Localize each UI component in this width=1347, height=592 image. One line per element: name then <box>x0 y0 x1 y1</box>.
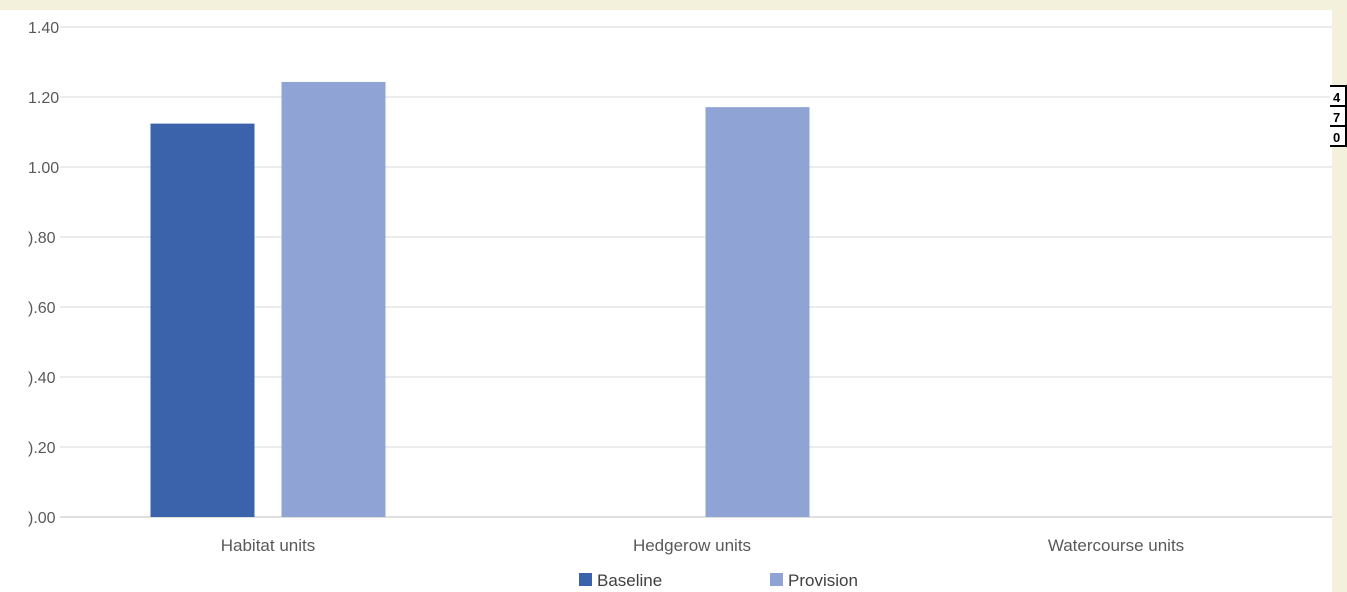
chart-panel: ).00 ).20 ).40 ).60 ).80 1.00 1.20 1.40 Habitat … <box>0 10 1332 592</box>
legend-label: Baseline <box>597 571 662 590</box>
bar-provision <box>705 107 810 518</box>
x-category-label: Watercourse units <box>1048 536 1184 555</box>
legend-label: Provision <box>788 571 858 590</box>
y-tick-label: ).40 <box>28 370 56 387</box>
x-category-label: Habitat units <box>221 536 316 555</box>
y-tick-label: ).60 <box>28 300 56 317</box>
y-tick-label: ).80 <box>28 230 56 247</box>
side-cell-3: 0 <box>1330 125 1347 147</box>
x-category-label: Hedgerow units <box>633 536 751 555</box>
bar-chart: ).00 ).20 ).40 ).60 ).80 1.00 1.20 1.40 Habitat … <box>28 20 1332 590</box>
legend-swatch-provision <box>770 573 783 586</box>
y-tick-label: 1.40 <box>28 20 59 37</box>
y-tick-label: ).20 <box>28 440 56 457</box>
side-cell-1: 4 <box>1330 85 1347 107</box>
bar-provision <box>281 81 386 517</box>
bar-baseline <box>150 123 255 517</box>
side-cell-2: 7 <box>1330 105 1347 127</box>
y-tick-label: 1.00 <box>28 160 59 177</box>
legend-swatch-baseline <box>579 573 592 586</box>
y-tick-label: 1.20 <box>28 90 59 107</box>
y-tick-label: ).00 <box>28 510 56 527</box>
side-cells: 4 7 0 <box>1330 85 1347 147</box>
